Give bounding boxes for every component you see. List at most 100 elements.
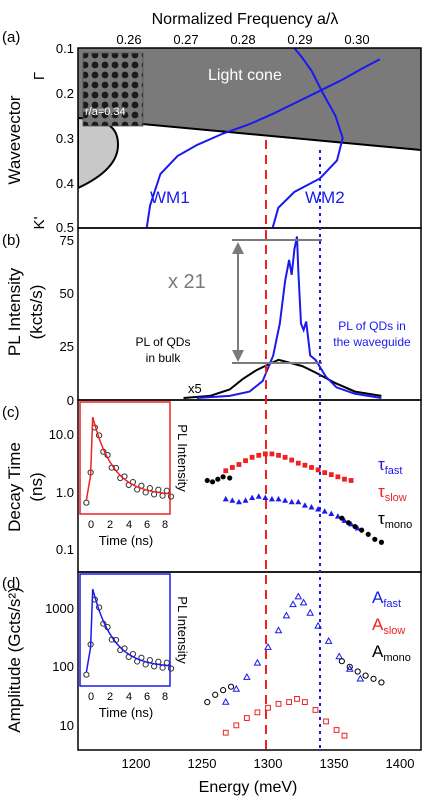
- crystal-inset: [82, 52, 144, 127]
- arrow-head-bottom: [232, 350, 244, 362]
- panel-c-ylabel-1: Decay Time: [5, 442, 24, 532]
- a-mono-point: [227, 683, 235, 690]
- tau-fast-point: [229, 497, 236, 503]
- wm2-curve: [271, 48, 344, 228]
- tau-mono-point: [365, 531, 371, 537]
- panel-c-yticks: 0.1 1.0 10.0: [49, 427, 74, 557]
- panel-d-inset-xlabel: Time (ns): [99, 705, 153, 720]
- panel-a-ylabel: Wavevector: [5, 95, 24, 184]
- top-axis-label: Normalized Frequency a/λ: [152, 11, 339, 28]
- a-slow-point: [243, 715, 250, 721]
- y-tick: 0.1: [56, 41, 74, 56]
- inset-data-point: [167, 665, 175, 672]
- tau-fast-point: [301, 502, 308, 508]
- tau-slow-point: [282, 454, 288, 460]
- x-tick: 1300: [254, 756, 283, 771]
- tau-slow-point: [229, 465, 235, 470]
- panel-c-inset-ticks: 0 2 4 6 8: [88, 519, 168, 531]
- x-tick: 1350: [320, 756, 349, 771]
- tau-slow-point: [223, 468, 229, 474]
- a-slow-point: [265, 704, 271, 711]
- inset-tick: 0: [88, 519, 94, 531]
- light-cone: [78, 48, 421, 150]
- y-tick: 25: [60, 339, 74, 354]
- a-slow-point: [294, 696, 300, 702]
- tau-slow-point: [348, 478, 354, 483]
- panel-label-d: (d): [2, 575, 20, 592]
- tau-fast-point: [275, 495, 282, 502]
- panel-d-inset-ylabel: PL Intensity: [175, 596, 190, 664]
- bulk-label-2: in bulk: [146, 351, 182, 365]
- tau-slow-point: [276, 452, 281, 458]
- a-slow-point: [275, 700, 282, 707]
- panel-d-points: [204, 592, 385, 739]
- panel-c: 0 2 4 6 8 Time (ns) PL Intensity τfast τ…: [2, 399, 422, 573]
- inset-data-point: [83, 499, 90, 506]
- x5-label: x5: [188, 381, 202, 396]
- tau-slow-point: [243, 458, 248, 464]
- a-fast-point: [314, 621, 322, 629]
- tau-fast-point: [255, 493, 262, 499]
- legend-tau-slow: τslow: [378, 482, 407, 504]
- tau-fast-point: [268, 495, 275, 502]
- tau-fast-point: [235, 498, 242, 505]
- tau-mono-point: [345, 520, 352, 526]
- tau-fast-point: [262, 494, 269, 500]
- panel-label-b: (b): [2, 232, 20, 249]
- a-slow-point: [233, 722, 240, 729]
- tau-slow-point: [289, 457, 295, 463]
- y-tick: 1.0: [56, 485, 74, 500]
- tau-fast-point: [341, 517, 348, 523]
- wg-label-1: PL of QDs in: [338, 319, 406, 333]
- tau-fast-point: [354, 525, 361, 531]
- kprime-label: K': [31, 216, 48, 229]
- a-slow-point: [254, 709, 261, 716]
- tau-slow-point: [335, 474, 341, 480]
- panel-c-inset-ylabel: PL Intensity: [175, 424, 190, 492]
- a-fast-point: [243, 672, 251, 680]
- legend-a-fast: Afast: [372, 588, 401, 610]
- legend-a-slow: Aslow: [372, 615, 405, 637]
- inset-tick: 0: [88, 691, 94, 703]
- a-mono-point: [354, 668, 361, 675]
- a-fast-point: [335, 652, 344, 660]
- a-mono-point: [204, 698, 211, 706]
- tau-slow-point: [342, 476, 347, 482]
- tau-mono-point: [352, 523, 358, 530]
- panel-a: r/a=0.34 Light cone WM1 WM2 (a) Γ K' Wav…: [2, 29, 422, 235]
- panel-b-ylabel-1: PL Intensity: [5, 267, 24, 356]
- a-slow-point: [222, 729, 229, 736]
- tau-mono-point: [215, 476, 221, 482]
- panel-b-ylabel-2: (kcts/s): [27, 285, 46, 340]
- inset-tick: 6: [144, 691, 150, 703]
- panel-c-inset: [79, 401, 171, 515]
- y-tick: 10.0: [49, 427, 74, 442]
- a-fast-point: [294, 592, 303, 600]
- tau-fast-point: [288, 498, 295, 505]
- tau-slow-point: [262, 451, 268, 457]
- y-tick: 10: [60, 718, 74, 733]
- tau-mono-point: [227, 475, 233, 481]
- a-mono-point: [338, 658, 345, 665]
- a-fast-point: [274, 626, 283, 634]
- tau-fast-point: [334, 513, 341, 519]
- tau-mono-point: [372, 536, 378, 542]
- tau-fast-point: [321, 508, 328, 514]
- top-tick: 0.27: [173, 32, 198, 47]
- factor-label: x 21: [168, 271, 206, 293]
- panel-c-ylabel-2: (ns): [27, 472, 46, 501]
- y-tick: 75: [60, 233, 74, 248]
- y-tick: 1000: [45, 601, 74, 616]
- a-slow-point: [302, 699, 308, 705]
- tau-mono-point: [359, 527, 365, 533]
- tau-fast-point: [315, 506, 322, 512]
- a-fast-point: [356, 674, 365, 682]
- bottom-axis-ticks: 1200 1250 1300 1350 1400: [122, 756, 415, 771]
- a-fast-point: [264, 642, 272, 650]
- a-slow-point: [312, 707, 319, 713]
- tau-fast-point: [222, 495, 229, 502]
- y-tick: 0.1: [56, 542, 74, 557]
- y-tick: 0: [67, 393, 74, 408]
- a-fast-point: [306, 608, 315, 616]
- panel-d: 0 2 4 6 8 Time (ns) PL Intensity Afast A…: [2, 571, 422, 751]
